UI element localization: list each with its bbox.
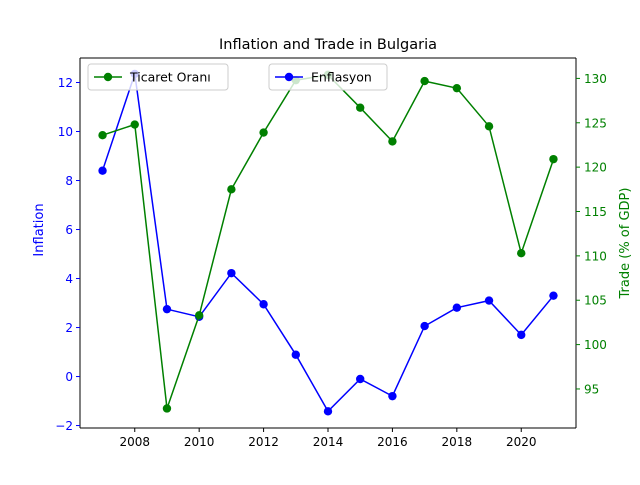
y-right-tick-label: 110	[584, 249, 607, 263]
y-left-tick-label: 12	[58, 76, 73, 90]
legend: Ticaret Oranı Enflasyon	[87, 63, 388, 91]
series-0-point	[549, 291, 558, 300]
series-0-point	[356, 374, 365, 384]
series-0-point	[98, 166, 107, 175]
x-tick-label: 2018	[442, 435, 473, 449]
series-1-point	[388, 137, 397, 146]
series-1-point	[549, 154, 558, 164]
legend-frame	[87, 63, 229, 91]
y-right-tick-label: 95	[584, 382, 599, 396]
y-right-tick-label: 120	[584, 161, 607, 175]
legend-swatch-marker	[284, 72, 294, 82]
x-tick-label: 2008	[119, 435, 150, 449]
y-left-tick-label: 4	[65, 272, 73, 286]
y-right-tick-label: 130	[584, 72, 607, 86]
x-tick-label: 2020	[506, 435, 537, 449]
y-left-tick-label: 0	[65, 370, 73, 384]
chart-title: Inflation and Trade in Bulgaria	[219, 37, 437, 53]
legend-label: Enflasyon	[311, 70, 372, 85]
series-1-point	[130, 120, 139, 129]
series-1-point	[452, 83, 462, 93]
legend-box-0: Ticaret Oranı	[87, 63, 229, 91]
series-1-point	[420, 76, 429, 86]
y-axis-left-label: Inflation	[32, 203, 47, 256]
y-left-tick-label: 8	[65, 174, 73, 188]
legend-frame	[268, 63, 388, 91]
series-0-point	[291, 350, 300, 359]
x-tick-label: 2014	[313, 435, 344, 449]
y-left-tick-label: −2	[55, 419, 73, 433]
series-0-point	[420, 321, 429, 331]
x-tick-label: 2016	[377, 435, 408, 449]
series-1-point	[162, 404, 172, 413]
y-right-tick-label: 100	[584, 338, 607, 352]
series-0-point	[517, 330, 526, 340]
series-0-point	[259, 300, 268, 309]
y-right-tick-label: 115	[584, 205, 607, 219]
legend-box-1: Enflasyon	[268, 63, 388, 91]
series-0-point	[162, 304, 172, 314]
y-left-tick-label: 10	[58, 125, 73, 139]
series-1-point	[356, 103, 365, 112]
y-left-tick-label: 2	[65, 321, 73, 335]
x-tick-label: 2012	[248, 435, 279, 449]
legend-label: Ticaret Oranı	[129, 70, 211, 85]
series-1-point	[484, 122, 494, 131]
series-0-point	[227, 268, 236, 278]
series-1-point	[98, 130, 107, 140]
series-0-point	[452, 303, 462, 312]
x-tick-label: 2010	[184, 435, 215, 449]
axes: 2008 2010 2012 2014 2016 2018 2020 −2 0 2 4 6 8 10 12 9…	[55, 57, 607, 449]
series-0-point	[484, 296, 494, 305]
series-1-point	[227, 185, 236, 194]
series-0-point	[323, 407, 333, 416]
legend-swatch-marker	[103, 72, 113, 82]
series-0-point	[388, 391, 397, 401]
y-left-tick-label: 6	[65, 223, 73, 237]
y-right-tick-label: 105	[584, 294, 607, 308]
y-axis-right-label: Trade (% of GDP)	[618, 188, 633, 300]
series-1-point	[194, 311, 204, 320]
series-1-point	[259, 128, 268, 137]
series-1-point	[517, 249, 526, 258]
y-right-tick-label: 125	[584, 116, 607, 130]
